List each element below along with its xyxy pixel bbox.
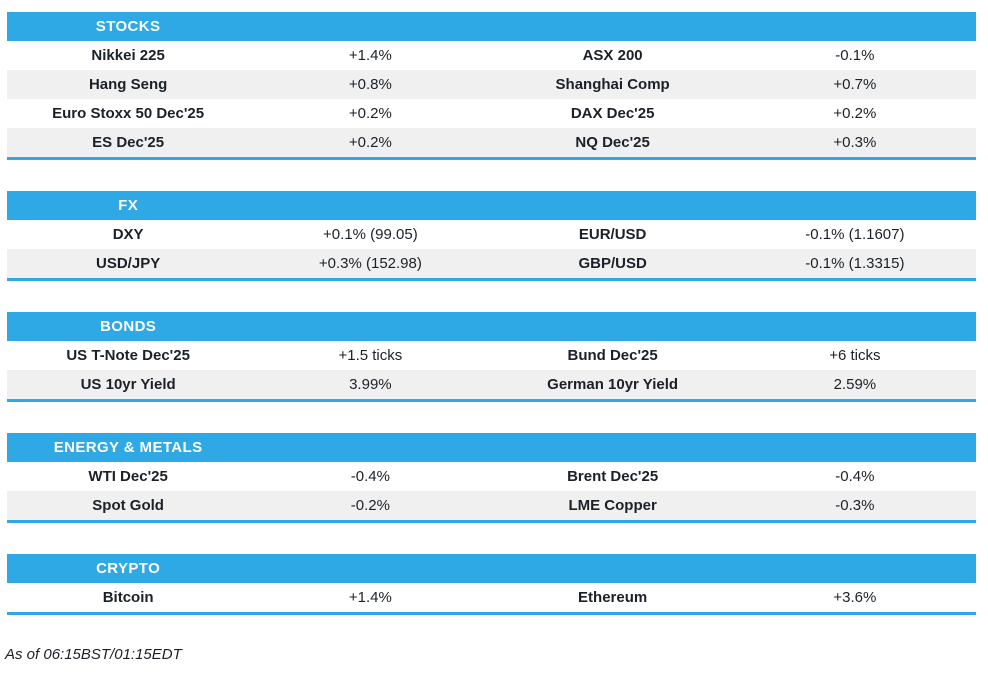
table-row: Spot Gold -0.2% LME Copper -0.3% [7, 491, 976, 520]
instrument-name: German 10yr Yield [547, 376, 679, 393]
section-title: CRYPTO [96, 560, 161, 577]
section-fx: FX DXY +0.1% (99.05) EUR/USD -0.1% (1.1607)… [7, 191, 976, 281]
instrument-name: USD/JPY [96, 255, 161, 272]
instrument-change: +0.2% [348, 134, 392, 151]
table-row: ES Dec'25 +0.2% NQ Dec'25 +0.3% [7, 128, 976, 157]
section-header: BONDS [7, 312, 976, 341]
instrument-name: GBP/USD [578, 255, 647, 272]
table-row: WTI Dec'25 -0.4% Brent Dec'25 -0.4% [7, 462, 976, 491]
instrument-change: +0.7% [833, 76, 877, 93]
instrument-name: WTI Dec'25 [88, 468, 168, 485]
table-row: Bitcoin +1.4% Ethereum +3.6% [7, 583, 976, 612]
section-header: CRYPTO [7, 554, 976, 583]
instrument-name: US T-Note Dec'25 [66, 347, 190, 364]
instrument-change: +1.4% [348, 589, 392, 606]
instrument-change: -0.1% (1.1607) [805, 226, 905, 243]
instrument-change: +0.8% [348, 76, 392, 93]
table-row: DXY +0.1% (99.05) EUR/USD -0.1% (1.1607) [7, 220, 976, 249]
table-row: US T-Note Dec'25 +1.5 ticks Bund Dec'25 +6 … [7, 341, 976, 370]
section-rows: WTI Dec'25 -0.4% Brent Dec'25 -0.4% Spot Gol… [7, 462, 976, 520]
instrument-name: Hang Seng [88, 76, 168, 93]
instrument-change: +1.4% [348, 47, 392, 64]
section-energy-metals: ENERGY & METALS WTI Dec'25 -0.4% Brent Dec… [7, 433, 976, 523]
instrument-name: NQ Dec'25 [575, 134, 650, 151]
instrument-change: -0.4% [350, 468, 390, 485]
section-title: FX [118, 197, 139, 214]
section-rows: Bitcoin +1.4% Ethereum +3.6% [7, 583, 976, 612]
table-row: USD/JPY +0.3% (152.98) GBP/USD -0.1% (1.331… [7, 249, 976, 278]
instrument-name: ASX 200 [582, 47, 643, 64]
instrument-change: -0.1% (1.3315) [805, 255, 905, 272]
section-stocks: STOCKS Nikkei 225 +1.4% ASX 200 -0.1% Hang S… [7, 12, 976, 160]
instrument-change: +0.3% (152.98) [318, 255, 422, 272]
instrument-name: DXY [112, 226, 144, 243]
section-crypto: CRYPTO Bitcoin +1.4% Ethereum +3.6% [7, 554, 976, 615]
table-row: Euro Stoxx 50 Dec'25 +0.2% DAX Dec'25 +0.2% [7, 99, 976, 128]
instrument-change: +0.2% [833, 105, 877, 122]
instrument-name: Euro Stoxx 50 Dec'25 [52, 105, 205, 122]
instrument-name: Bund Dec'25 [567, 347, 658, 364]
instrument-name: Bitcoin [102, 589, 154, 606]
section-title: ENERGY & METALS [53, 439, 203, 456]
table-row: Hang Seng +0.8% Shanghai Comp +0.7% [7, 70, 976, 99]
instrument-name: Nikkei 225 [91, 47, 165, 64]
section-title: BONDS [100, 318, 157, 335]
instrument-name: EUR/USD [578, 226, 647, 243]
instrument-change: -0.4% [835, 468, 875, 485]
market-summary-tables: STOCKS Nikkei 225 +1.4% ASX 200 -0.1% Hang S… [7, 12, 976, 615]
instrument-name: Brent Dec'25 [567, 468, 659, 485]
instrument-change: 3.99% [349, 376, 392, 393]
table-row: Nikkei 225 +1.4% ASX 200 -0.1% [7, 41, 976, 70]
instrument-change: -0.1% [835, 47, 875, 64]
instrument-change: 2.59% [833, 376, 877, 393]
instrument-name: Shanghai Comp [555, 76, 670, 93]
instrument-change: +0.1% (99.05) [323, 226, 418, 243]
section-title: STOCKS [95, 18, 161, 35]
instrument-change: +1.5 ticks [338, 347, 403, 364]
section-bonds: BONDS US T-Note Dec'25 +1.5 ticks Bund Dec… [7, 312, 976, 402]
instrument-name: Spot Gold [92, 497, 164, 514]
table-row: US 10yr Yield 3.99% German 10yr Yield 2.59% [7, 370, 976, 399]
instrument-name: Ethereum [578, 589, 648, 606]
instrument-change: +0.2% [348, 105, 392, 122]
instrument-change: -0.3% [835, 497, 875, 514]
instrument-name: ES Dec'25 [92, 134, 165, 151]
instrument-name: DAX Dec'25 [570, 105, 655, 122]
as-of-timestamp: As of 06:15BST/01:15EDT [5, 646, 182, 663]
section-header: ENERGY & METALS [7, 433, 976, 462]
section-rows: US T-Note Dec'25 +1.5 ticks Bund Dec'25 +6 … [7, 341, 976, 399]
instrument-change: -0.2% [350, 497, 390, 514]
section-rows: Nikkei 225 +1.4% ASX 200 -0.1% Hang Seng +0.8… [7, 41, 976, 157]
section-header: FX [7, 191, 976, 220]
instrument-name: US 10yr Yield [80, 376, 176, 393]
instrument-change: +0.3% [833, 134, 877, 151]
instrument-change: +3.6% [833, 589, 877, 606]
section-header: STOCKS [7, 12, 976, 41]
instrument-change: +6 ticks [829, 347, 881, 364]
section-rows: DXY +0.1% (99.05) EUR/USD -0.1% (1.1607) USD… [7, 220, 976, 278]
instrument-name: LME Copper [568, 497, 657, 514]
